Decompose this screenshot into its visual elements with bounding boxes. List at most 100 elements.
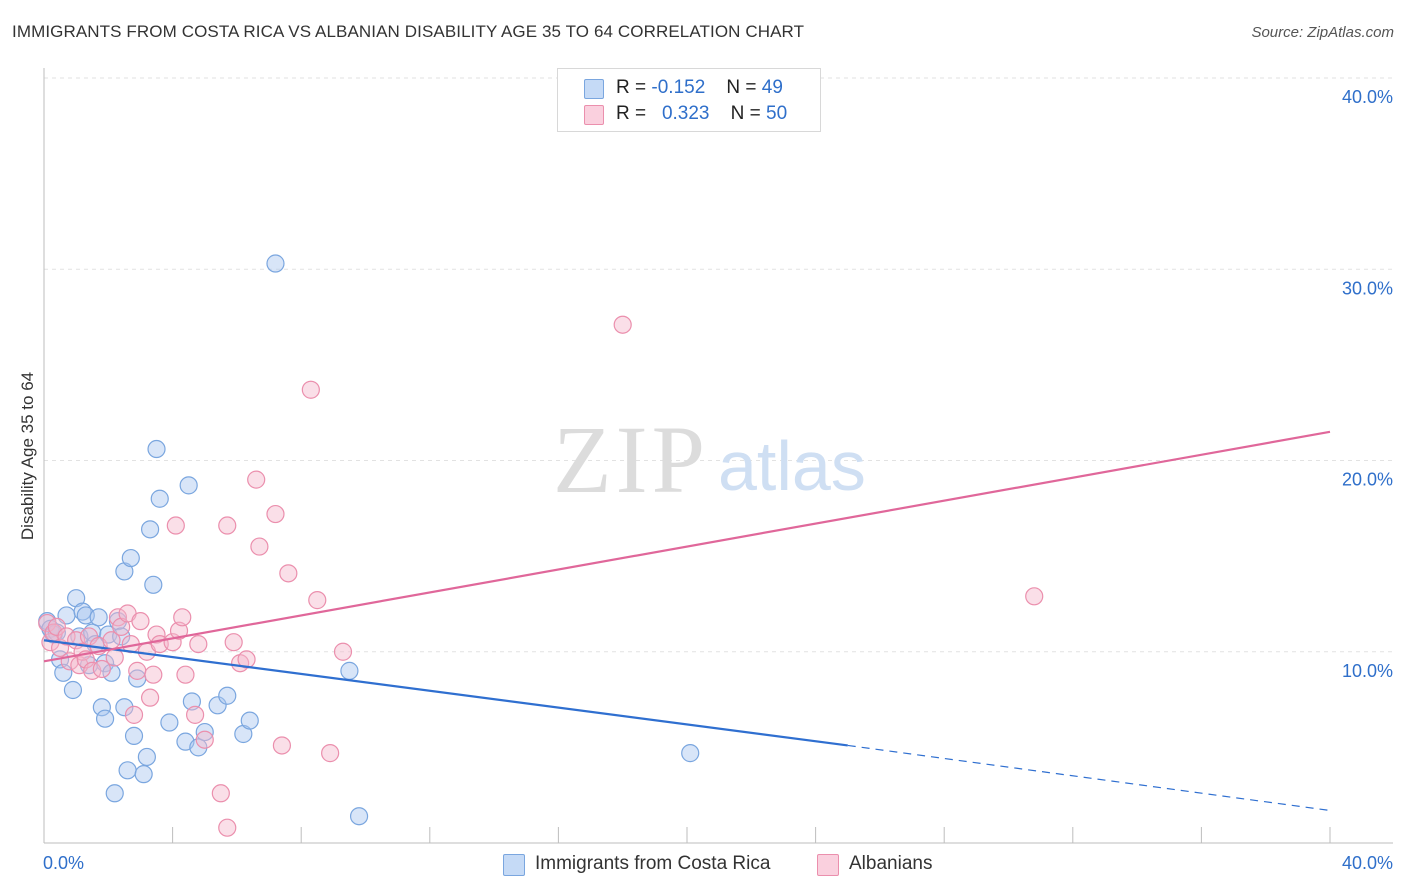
chart-title: IMMIGRANTS FROM COSTA RICA VS ALBANIAN D… (12, 22, 805, 41)
point-costa-rica (349, 807, 369, 826)
point-costa-rica (144, 575, 163, 594)
point-costa-rica (118, 761, 137, 780)
point-albanians (176, 665, 195, 684)
point-albanians (250, 537, 269, 556)
x-tick-labels: 0.0% 40.0% (43, 853, 1393, 873)
y-axis-label: Disability Age 35 to 64 (18, 371, 37, 541)
bottom-legend-swatch-costa-rica (503, 854, 525, 876)
point-albanians (124, 705, 144, 724)
point-costa-rica (54, 663, 73, 682)
point-costa-rica (108, 612, 128, 631)
point-albanians (105, 648, 124, 667)
correlation-legend: R = -0.152 N = 49 R = 0.323 N = 50 (557, 68, 821, 132)
bottom-legend-swatch-albanians (817, 854, 839, 876)
legend-r-label: R = (616, 77, 647, 98)
point-costa-rica (105, 784, 124, 803)
point-albanians (218, 516, 237, 535)
legend-n-label: N = (730, 103, 761, 124)
point-albanians (1025, 587, 1044, 606)
point-costa-rica (121, 548, 140, 568)
legend-r-label: R = (616, 103, 647, 124)
point-costa-rica (140, 520, 160, 539)
point-costa-rica (150, 489, 169, 508)
y-tick-labels: 10.0% 20.0% 30.0% 40.0% (1342, 87, 1393, 681)
point-costa-rica (182, 692, 201, 711)
point-albanians (279, 564, 298, 583)
point-albanians (266, 504, 285, 524)
point-costa-rica (89, 608, 108, 627)
y-tick-label: 40.0% (1342, 87, 1393, 107)
bottom-legend-label-albanians: Albanians (849, 853, 933, 874)
point-costa-rica (134, 765, 153, 784)
point-albanians (140, 688, 160, 707)
x-tick-label-min: 0.0% (43, 853, 84, 873)
point-albanians (166, 516, 185, 535)
point-albanians (38, 613, 57, 633)
axes (43, 68, 1393, 844)
y-tick-label: 10.0% (1342, 661, 1393, 681)
point-costa-rica (102, 663, 121, 682)
point-albanians (108, 608, 128, 627)
legend-swatch-costa-rica (584, 79, 604, 99)
data-points (38, 254, 1044, 837)
point-costa-rica (340, 661, 359, 680)
point-costa-rica (115, 698, 134, 717)
point-albanians (613, 315, 632, 334)
legend-r-value: -0.152 (651, 77, 706, 98)
point-costa-rica (92, 698, 111, 717)
watermark-atlas: atlas (718, 427, 866, 505)
y-tick-label: 20.0% (1342, 470, 1393, 490)
point-albanians (173, 608, 192, 627)
gridlines (44, 77, 1393, 653)
y-tick-label: 30.0% (1342, 278, 1393, 298)
point-albanians (128, 661, 147, 680)
point-costa-rica (112, 627, 131, 646)
point-albanians (131, 612, 150, 631)
point-albanians (147, 625, 166, 644)
legend-r-value: 0.323 (661, 103, 710, 124)
trend-lines (43, 430, 1331, 812)
source-label: Source: ZipAtlas.com (1251, 24, 1394, 41)
trend-line-albanians (43, 430, 1331, 663)
point-costa-rica (147, 439, 166, 459)
point-costa-rica (95, 709, 115, 728)
point-costa-rica (160, 713, 179, 732)
point-costa-rica (124, 726, 144, 746)
legend-n-value: 49 (761, 77, 783, 98)
point-albanians (47, 617, 66, 636)
legend-swatch-albanians (584, 105, 604, 125)
legend-n-value: 50 (766, 103, 788, 124)
point-costa-rica (681, 744, 700, 763)
point-albanians (79, 627, 99, 646)
watermark: ZIP atlas (553, 406, 866, 513)
point-albanians (189, 634, 208, 654)
x-tick-label-max: 40.0% (1342, 853, 1393, 873)
legend-n-label: N = (726, 77, 757, 98)
point-costa-rica (195, 722, 214, 742)
point-albanians (247, 470, 266, 489)
trend-line-costa-rica (43, 639, 848, 747)
point-albanians (321, 744, 340, 763)
point-albanians (218, 818, 237, 837)
bottom-legend-label-costa-rica: Immigrants from Costa Rica (535, 853, 771, 874)
point-albanians (272, 736, 292, 755)
point-albanians (333, 642, 353, 661)
point-costa-rica (218, 686, 237, 705)
point-costa-rica (266, 254, 285, 273)
point-costa-rica (208, 696, 227, 715)
trend-line-costa-rica-extension (847, 744, 1331, 812)
point-albanians (169, 621, 189, 640)
watermark-zip: ZIP (553, 406, 709, 513)
point-albanians (195, 730, 214, 749)
point-albanians (237, 650, 256, 669)
point-costa-rica (137, 747, 156, 767)
point-costa-rica (179, 476, 198, 495)
point-albanians (224, 633, 243, 652)
point-albanians (308, 591, 327, 610)
point-albanians (92, 659, 111, 679)
point-costa-rica (63, 680, 83, 700)
point-albanians (186, 705, 205, 724)
point-albanians (301, 380, 320, 399)
point-albanians (144, 665, 163, 684)
